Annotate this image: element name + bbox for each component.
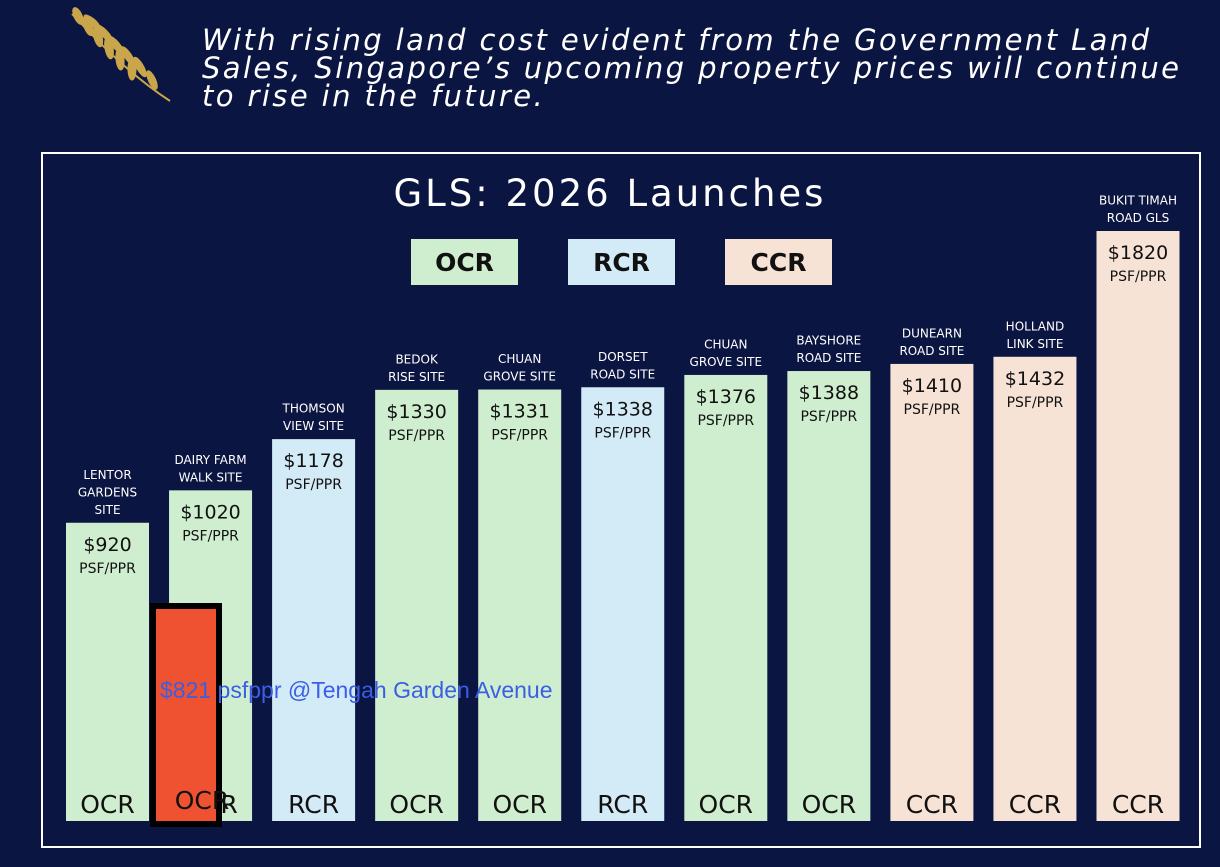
bar-unit-label: PSF/PPR <box>904 402 961 418</box>
bar-value-label: $1410 <box>902 375 962 397</box>
bar-region-label: OCR <box>699 790 754 819</box>
bar-unit-label: PSF/PPR <box>800 409 857 425</box>
bar-region-label: OCR <box>389 790 444 819</box>
headline-line-2: Sales, Singapore’s upcoming property pri… <box>202 51 1182 85</box>
chart-frame <box>41 152 1201 848</box>
bar-value-label: $1388 <box>799 382 859 404</box>
bar-category-label: DORSET <box>598 350 648 364</box>
bar-category-label: LENTOR <box>83 468 131 482</box>
bar-category-label: ROAD SITE <box>796 351 861 365</box>
bar-value-label: $1820 <box>1108 242 1168 264</box>
bar-region-label: OCR <box>802 790 857 819</box>
bar-unit-label: PSF/PPR <box>388 428 445 444</box>
bar-region-label: RCR <box>597 790 648 819</box>
bar-category-label: DAIRY FARM <box>174 453 246 467</box>
bar-category-label: BUKIT TIMAH <box>1099 194 1177 208</box>
bar-unit-label: PSF/PPR <box>594 425 651 441</box>
bar-region-label: OCR <box>492 790 547 819</box>
bar-value-label: $1331 <box>489 401 549 423</box>
bar-5 <box>478 389 562 821</box>
bar-unit-label: PSF/PPR <box>1007 395 1064 411</box>
headline: With rising land cost evident from the G… <box>202 23 1202 113</box>
bar-category-label: HOLLAND <box>1006 319 1065 333</box>
laurel-branch <box>71 7 171 102</box>
bar-region-label: OCR <box>80 790 135 819</box>
bar-unit-label: PSF/PPR <box>285 477 342 493</box>
bar-category-label: WALK SITE <box>179 470 243 484</box>
bar-category-label: DUNEARN <box>902 326 962 340</box>
bar-unit-label: PSF/PPR <box>491 428 548 444</box>
bar-7 <box>684 374 768 821</box>
bar-value-label: $1178 <box>283 450 343 472</box>
bar-unit-label: PSF/PPR <box>1110 269 1167 285</box>
bar-unit-label: PSF/PPR <box>697 413 754 429</box>
bar-3 <box>272 439 356 821</box>
bar-region-label: CCR <box>906 790 958 819</box>
laurel-logo-icon <box>71 7 171 102</box>
bar-8 <box>787 371 871 821</box>
tengah-annotation: $821 psfppr @Tengah Garden Avenue <box>160 677 553 703</box>
bar-value-label: $1330 <box>386 401 446 423</box>
bar-category-label: SITE <box>94 503 120 517</box>
bar-category-label: THOMSON <box>281 402 344 416</box>
bar-category-label: GROVE SITE <box>483 370 556 384</box>
bar-category-label: GARDENS <box>78 485 137 499</box>
bar-category-label: ROAD SITE <box>590 367 655 381</box>
bar-9 <box>890 363 974 821</box>
bar-value-label: $1338 <box>593 398 653 420</box>
bar-category-label: GROVE SITE <box>690 355 763 369</box>
legend-ccr: CCR <box>725 239 832 285</box>
legend-rcr: RCR <box>568 239 675 285</box>
highlight-bar-tengah <box>150 603 222 827</box>
headline-line-1: With rising land cost evident from the G… <box>202 23 1152 57</box>
chart-title: GLS: 2026 Launches <box>393 172 827 215</box>
bar-category-label: VIEW SITE <box>283 419 344 433</box>
bar-category-label: LINK SITE <box>1006 337 1063 351</box>
bar-value-label: $920 <box>83 534 131 556</box>
bar-region-label: CCR <box>1112 790 1164 819</box>
bar-category-label: RISE SITE <box>388 370 445 384</box>
bar-category-label: ROAD GLS <box>1107 211 1169 225</box>
bar-category-label: ROAD SITE <box>899 344 964 358</box>
bar-value-label: $1020 <box>180 501 240 523</box>
bar-unit-label: PSF/PPR <box>79 561 136 577</box>
bar-10 <box>993 356 1077 821</box>
bar-unit-label: PSF/PPR <box>182 528 239 544</box>
legend-ocr: OCR <box>411 239 518 285</box>
bar-1 <box>66 522 149 821</box>
highlight-bar-region-label: OCR <box>174 786 230 815</box>
bar-4 <box>375 389 459 821</box>
headline-line-3: to rise in the future. <box>202 79 546 113</box>
bar-category-label: CHUAN <box>704 337 747 351</box>
bar-region-label: RCR <box>288 790 339 819</box>
bar-value-label: $1432 <box>1005 368 1065 390</box>
bar-category-label: BEDOK <box>395 352 439 366</box>
bar-category-label: CHUAN <box>498 352 541 366</box>
bar-11 <box>1096 231 1180 821</box>
bar-6 <box>581 387 665 821</box>
bar-value-label: $1376 <box>696 386 756 408</box>
bar-region-label: CCR <box>1009 790 1061 819</box>
bar-category-label: BAYSHORE <box>796 334 861 348</box>
